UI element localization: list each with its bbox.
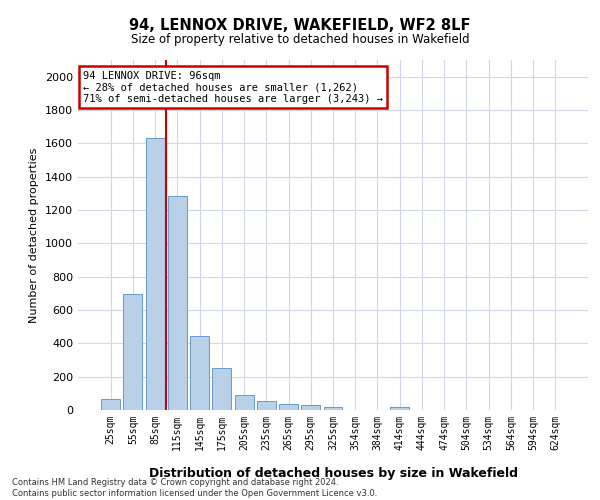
Bar [301,406,320,410]
Bar [124,294,142,410]
Text: 94, LENNOX DRIVE, WAKEFIELD, WF2 8LF: 94, LENNOX DRIVE, WAKEFIELD, WF2 8LF [129,18,471,32]
Bar [390,407,409,410]
Bar [235,395,254,410]
Bar [212,368,231,410]
Text: Size of property relative to detached houses in Wakefield: Size of property relative to detached ho… [131,32,469,46]
Bar [190,336,209,410]
Y-axis label: Number of detached properties: Number of detached properties [29,148,40,322]
Bar [279,404,298,410]
Bar [257,401,276,410]
Text: Distribution of detached houses by size in Wakefield: Distribution of detached houses by size … [149,467,517,480]
Bar [168,196,187,410]
Bar [323,406,343,410]
Text: Contains HM Land Registry data © Crown copyright and database right 2024.
Contai: Contains HM Land Registry data © Crown c… [12,478,377,498]
Bar [101,399,120,410]
Text: 94 LENNOX DRIVE: 96sqm
← 28% of detached houses are smaller (1,262)
71% of semi-: 94 LENNOX DRIVE: 96sqm ← 28% of detached… [83,70,383,104]
Bar [146,138,164,410]
